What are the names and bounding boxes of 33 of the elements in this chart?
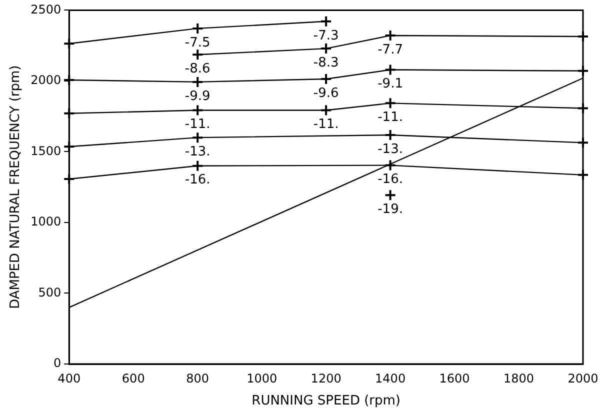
- annotation: -11.: [313, 117, 339, 132]
- x-tick-label: 2000: [568, 371, 598, 386]
- y-tick-label: 1000: [30, 214, 62, 229]
- y-tick-label: 2000: [30, 73, 62, 88]
- x-tick-label: 1600: [439, 371, 470, 386]
- annotation: -9.9: [184, 88, 210, 104]
- x-tick-label: 800: [186, 371, 210, 386]
- annotation: -19.: [378, 202, 403, 218]
- annotation: -8.3: [313, 55, 339, 70]
- annotation: -9.6: [313, 86, 339, 101]
- x-tick-label: 1200: [310, 371, 342, 386]
- x-axis-title: RUNNING SPEED (rpm): [252, 394, 400, 409]
- x-tick-label: 600: [122, 371, 145, 386]
- x-tick-label: 1000: [246, 371, 278, 386]
- annotation: -8.6: [184, 62, 210, 77]
- annotation: -16.: [184, 172, 210, 188]
- y-tick-label: 0: [54, 356, 62, 370]
- annotation: -7.5: [184, 35, 210, 50]
- annotation: -9.1: [378, 76, 403, 92]
- x-tick-label: 1800: [503, 371, 534, 386]
- annotation: -11.: [378, 110, 403, 126]
- y-tick-label: 2500: [30, 2, 62, 16]
- x-tick-label: 1400: [375, 371, 406, 386]
- annotation: -7.7: [378, 42, 403, 58]
- annotation: -7.3: [313, 28, 339, 44]
- y-axis-title: DAMPED NATURAL FREQUENCY (rpm): [8, 65, 24, 309]
- y-tick-label: 500: [38, 285, 62, 300]
- annotation: -11.: [184, 117, 210, 132]
- annotation: -16.: [378, 172, 403, 188]
- x-tick-label: 400: [58, 371, 81, 386]
- y-tick-label: 1500: [30, 144, 62, 158]
- annotation: -13.: [378, 142, 403, 157]
- annotation: -13.: [184, 144, 210, 160]
